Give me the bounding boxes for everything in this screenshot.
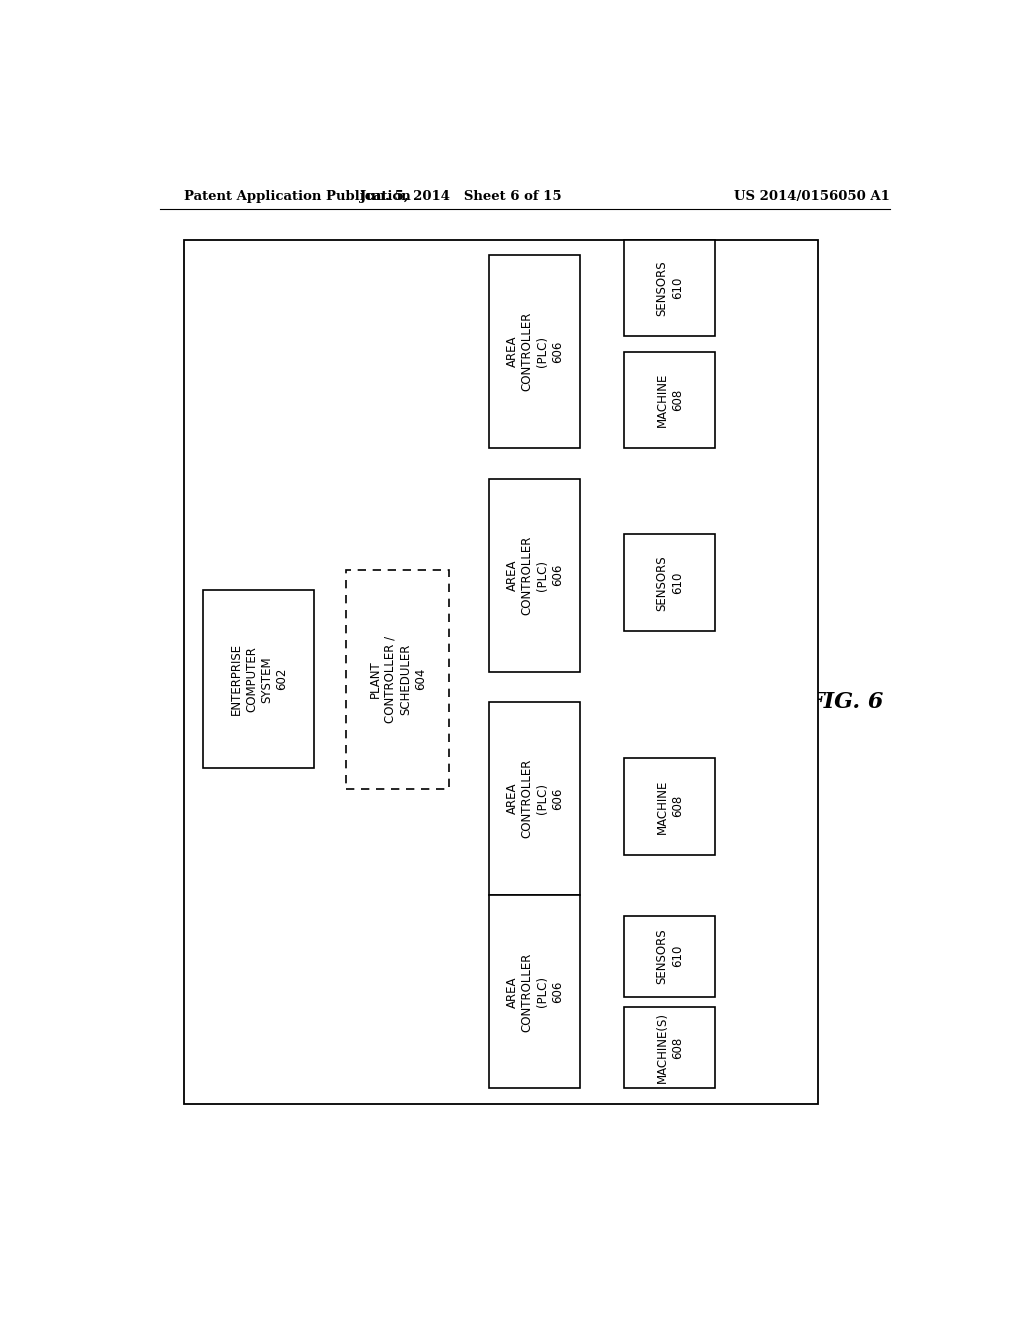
Text: MACHINE(S)
608: MACHINE(S) 608 [655,1012,684,1084]
Bar [624,758,715,854]
Text: AREA
CONTROLLER
(PLC)
606: AREA CONTROLLER (PLC) 606 [506,312,564,391]
Text: Jun. 5, 2014   Sheet 6 of 15: Jun. 5, 2014 Sheet 6 of 15 [360,190,562,202]
Text: ENTERPRISE
COMPUTER
SYSTEM
602: ENTERPRISE COMPUTER SYSTEM 602 [230,643,288,715]
Bar [489,479,581,672]
Bar [489,895,581,1089]
Bar [204,590,314,768]
Text: 600: 600 [267,285,299,301]
Text: AREA
CONTROLLER
(PLC)
606: AREA CONTROLLER (PLC) 606 [506,759,564,838]
Text: US 2014/0156050 A1: US 2014/0156050 A1 [734,190,890,202]
Text: MACHINE
608: MACHINE 608 [655,372,684,426]
Bar [624,351,715,447]
Text: SENSORS
610: SENSORS 610 [655,260,684,315]
Text: SENSORS
610: SENSORS 610 [655,928,684,985]
Text: PLANT
CONTROLLER /
SCHEDULER
604: PLANT CONTROLLER / SCHEDULER 604 [369,636,427,723]
Text: FIG. 6: FIG. 6 [809,692,884,713]
Bar [489,702,581,895]
Text: Patent Application Publication: Patent Application Publication [183,190,411,202]
Text: AREA
CONTROLLER
(PLC)
606: AREA CONTROLLER (PLC) 606 [506,536,564,615]
Text: AREA
CONTROLLER
(PLC)
606: AREA CONTROLLER (PLC) 606 [506,952,564,1031]
Bar [346,570,450,788]
Bar [489,255,581,447]
Bar [624,535,715,631]
Bar [624,1007,715,1089]
Text: SENSORS
610: SENSORS 610 [655,554,684,611]
Bar [183,240,818,1104]
Text: MACHINE
608: MACHINE 608 [655,779,684,833]
Bar [624,240,715,337]
Bar [624,916,715,997]
